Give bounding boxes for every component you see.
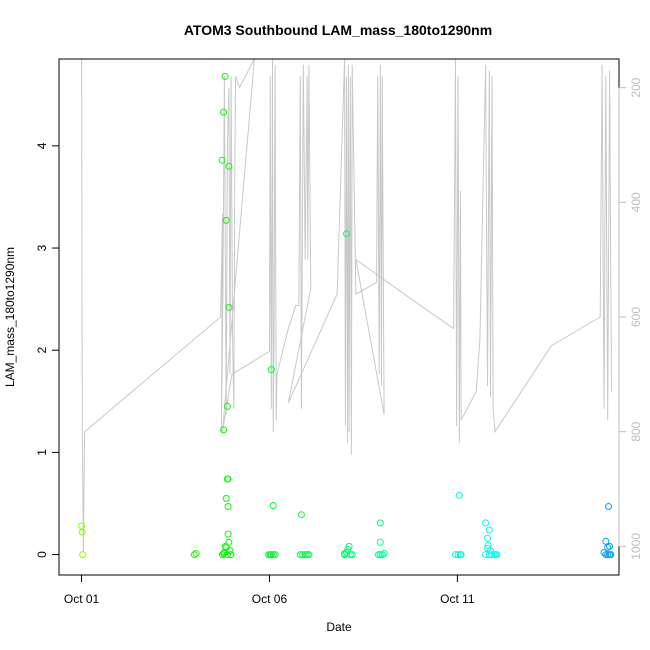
scatter-point: [454, 551, 462, 559]
x-tick-label: Oct 11: [440, 592, 475, 606]
scatter-point: [218, 156, 226, 164]
scatter-point: [265, 551, 273, 559]
scatter-point: [220, 550, 228, 557]
scatter-point: [269, 551, 277, 559]
scatter-point: [224, 503, 232, 510]
y2-tick-label: 600: [629, 307, 643, 327]
scatter-point: [305, 551, 313, 559]
scatter-point: [78, 528, 86, 536]
scatter-point: [484, 544, 491, 552]
scatter-point: [376, 551, 384, 559]
scatter-point: [485, 526, 493, 534]
scatter-point: [227, 551, 235, 559]
scatter-point: [343, 230, 350, 238]
scatter-point: [222, 542, 229, 550]
scatter-point: [220, 108, 228, 116]
scatter-point: [79, 551, 87, 559]
scatter-point: [223, 551, 231, 559]
x-axis-label: Date: [326, 620, 352, 634]
scatter-point: [269, 502, 277, 509]
scatter-point: [301, 551, 309, 559]
scatter-point: [602, 551, 610, 559]
scatter-point: [296, 551, 304, 559]
altitude-lines: [81, 59, 612, 553]
y-tick-label: 1: [35, 449, 49, 456]
scatter-point: [482, 519, 490, 527]
scatter-point: [602, 537, 610, 545]
y-tick-label: 4: [35, 142, 49, 149]
scatter-point: [345, 542, 353, 550]
y-tick-label: 3: [35, 244, 49, 251]
scatter-point: [484, 534, 491, 542]
scatter-point: [219, 551, 226, 559]
y2-tick-label: 1000: [629, 533, 643, 560]
scatter-point: [223, 475, 231, 483]
scatter-point: [297, 511, 305, 519]
x-tick-label: Oct 06: [252, 592, 288, 606]
scatter-point: [224, 530, 232, 538]
scatter-point: [605, 503, 612, 510]
scatter-point: [380, 550, 388, 557]
y-tick-label: 0: [35, 551, 49, 558]
scatter-point: [493, 551, 501, 559]
plot-frame: [58, 58, 620, 576]
scatter-point: [222, 216, 230, 224]
y2-tick-label: 200: [629, 77, 643, 97]
y2-axis: 200 400 600 800 1000: [618, 77, 643, 560]
scatter-point: [376, 519, 384, 527]
y2-tick-label: 400: [629, 192, 643, 212]
scatter-point: [457, 551, 465, 559]
scatter-points: [78, 72, 615, 559]
chart-title: ATOM3 Southbound LAM_mass_180to1290nm: [184, 22, 492, 38]
scatter-point: [348, 551, 356, 559]
scatter-point: [376, 538, 384, 546]
scatter-point: [607, 551, 615, 559]
scatter-point: [267, 366, 275, 374]
scatter-point: [220, 426, 228, 434]
scatter-point: [488, 551, 496, 559]
y-axis-label: LAM_mass_180to1290nm: [3, 247, 17, 387]
scatter-point: [222, 494, 230, 502]
scatter-point: [225, 162, 233, 170]
y-axis: 0 1 2 3 4: [35, 142, 60, 558]
y2-tick-label: 800: [629, 421, 643, 441]
altitude-line: [81, 59, 612, 553]
scatter-point: [341, 550, 349, 557]
x-axis: Oct 01 Oct 06 Oct 11: [64, 574, 475, 606]
scatter-point: [604, 543, 612, 551]
scatter-point: [192, 550, 200, 557]
scatter-point: [604, 551, 612, 559]
scatter-point: [267, 551, 275, 559]
x-tick-label: Oct 01: [64, 592, 100, 606]
scatter-point: [455, 491, 463, 499]
y-tick-label: 2: [35, 347, 49, 354]
scatter-point: [221, 72, 229, 80]
scatter-point: [225, 303, 233, 311]
scatter-point: [223, 402, 231, 410]
